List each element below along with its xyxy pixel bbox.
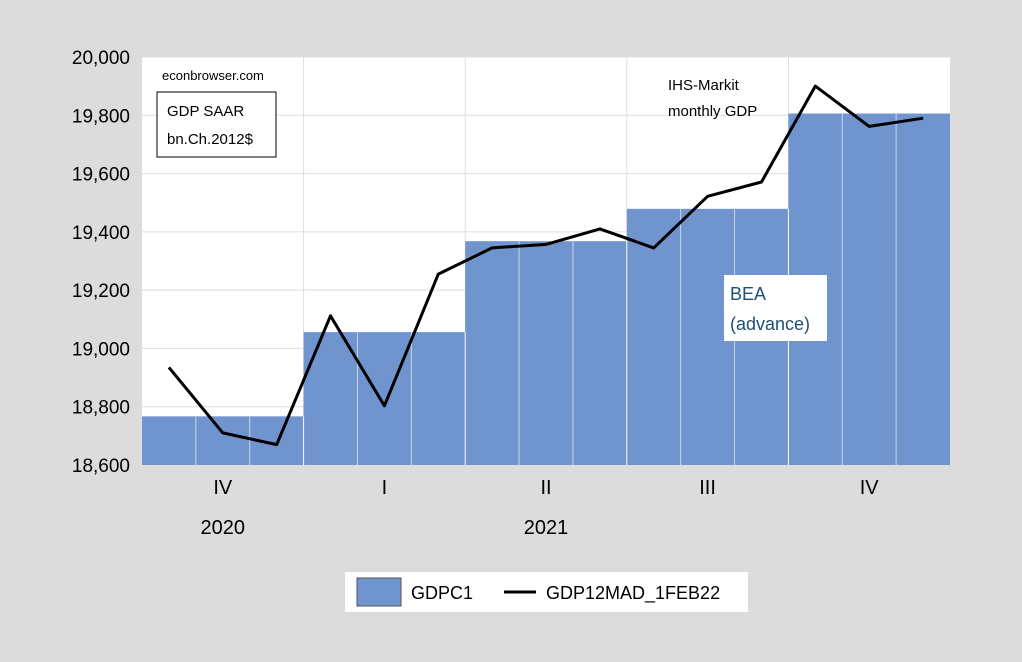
legend-label-gdpc1: GDPC1 xyxy=(411,583,473,603)
legend-label-gdp12mad: GDP12MAD_1FEB22 xyxy=(546,583,720,604)
y-tick-label: 19,400 xyxy=(72,223,130,244)
x-axis-ticks: IV I II III IV xyxy=(213,477,879,499)
bea-label-line1: BEA xyxy=(730,284,766,304)
ihs-label-line1: IHS-Markit xyxy=(668,77,740,94)
y-tick-label: 19,800 xyxy=(72,106,130,127)
y-tick-label: 19,000 xyxy=(72,339,130,360)
x-tick-label: IV xyxy=(860,477,880,499)
source-label: econbrowser.com xyxy=(162,68,264,83)
units-box xyxy=(156,91,277,158)
bea-label-box xyxy=(724,275,827,341)
bea-bar xyxy=(411,332,466,465)
y-tick-label: 18,800 xyxy=(72,398,130,419)
legend-box xyxy=(345,572,748,612)
bea-bar xyxy=(572,241,627,465)
year-labels: 2020 2021 xyxy=(201,517,569,539)
y-tick-label: 19,200 xyxy=(72,281,130,302)
bea-bar xyxy=(842,113,897,465)
x-tick-label: III xyxy=(699,477,716,499)
bea-bar xyxy=(896,113,950,465)
year-label: 2020 xyxy=(201,517,246,539)
y-tick-label: 19,600 xyxy=(72,165,130,186)
bea-bar xyxy=(195,416,250,465)
x-tick-label: II xyxy=(540,477,551,499)
y-axis-ticks: 18,600 18,800 19,000 19,200 19,400 19,600 19,8… xyxy=(72,48,130,477)
bea-bar xyxy=(303,332,358,465)
x-tick-label: I xyxy=(382,477,388,499)
year-label: 2021 xyxy=(524,517,569,539)
ihs-monthly-gdp-line xyxy=(167,84,924,447)
units-line2: bn.Ch.2012$ xyxy=(167,131,254,148)
bea-label-line2: (advance) xyxy=(730,314,810,334)
bea-bar xyxy=(519,241,573,465)
x-tick-label: IV xyxy=(213,477,233,499)
units-line1: GDP SAAR xyxy=(167,103,244,120)
y-tick-label: 18,600 xyxy=(72,456,130,477)
bea-bar xyxy=(465,241,520,465)
bea-bar xyxy=(357,332,412,465)
legend-swatch-gdpc1 xyxy=(356,577,402,607)
y-tick-label: 20,000 xyxy=(72,48,130,69)
ihs-label-line2: monthly GDP xyxy=(668,103,757,120)
bea-bar xyxy=(142,416,196,465)
month-dividers xyxy=(195,113,897,465)
bea-bar xyxy=(626,208,681,465)
